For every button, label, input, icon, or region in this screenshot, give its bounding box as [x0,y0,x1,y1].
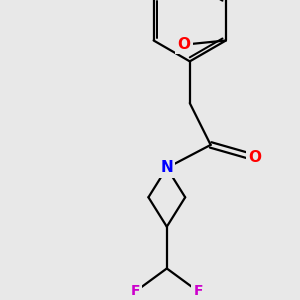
Text: F: F [194,284,203,298]
Text: O: O [248,150,261,165]
Text: N: N [160,160,173,175]
Text: F: F [131,284,140,298]
Text: O: O [178,37,191,52]
